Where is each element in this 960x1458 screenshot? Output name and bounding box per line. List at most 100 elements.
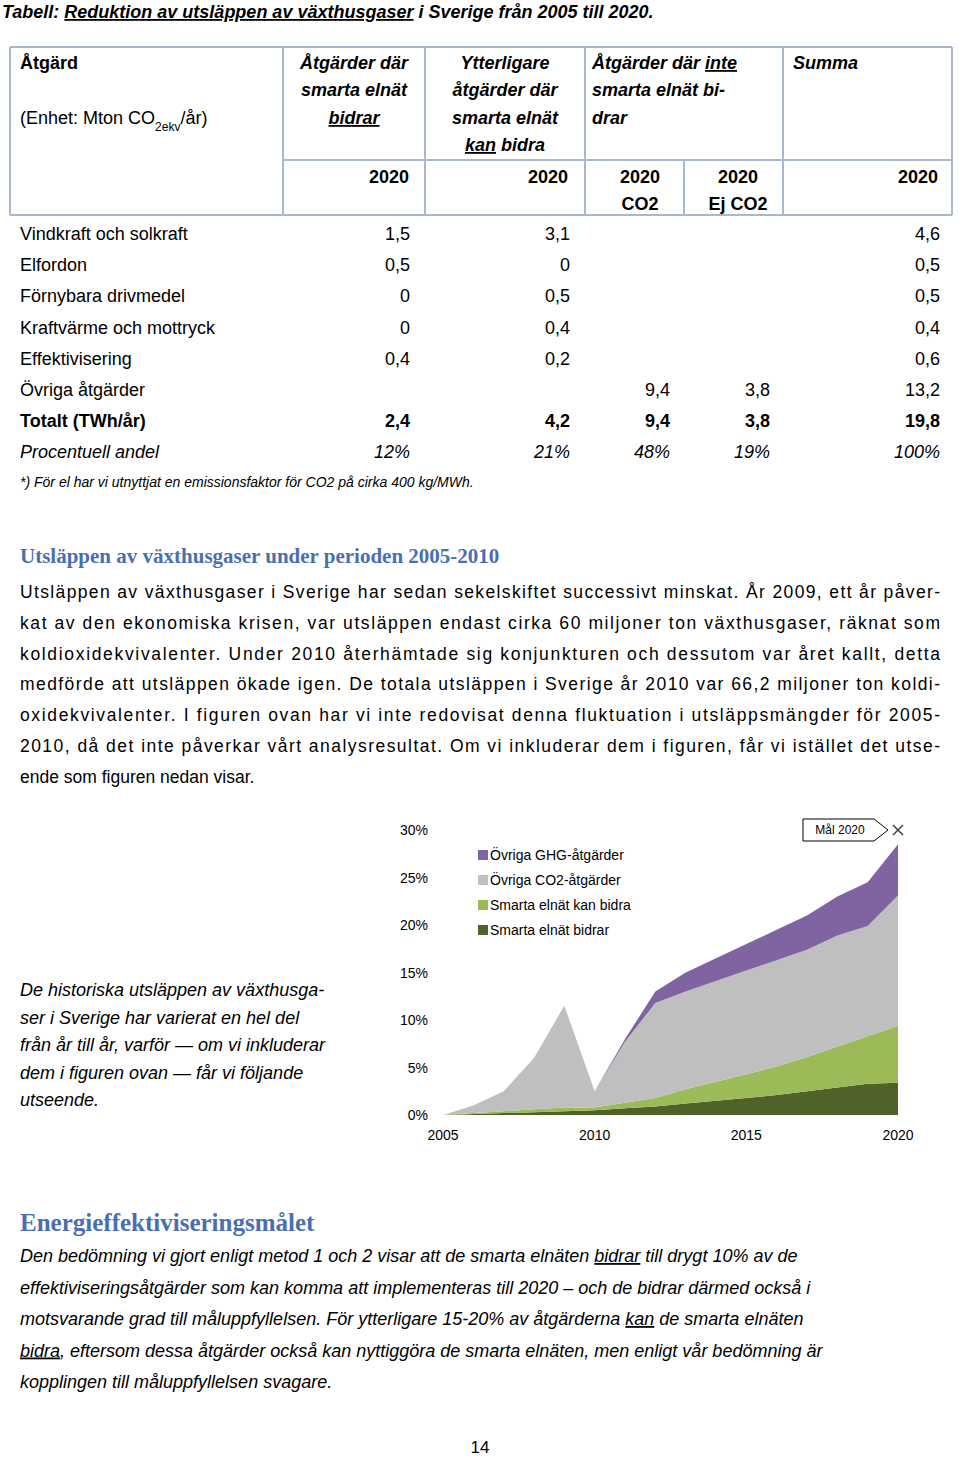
subheader-cell: 2020 [718, 167, 758, 187]
header-cell-line: Åtgärder där inte [591, 53, 737, 73]
target: Mål 2020 [803, 819, 903, 841]
table-border [584, 47, 586, 215]
x-tick-label: 2020 [882, 1127, 913, 1143]
x-tick-label: 2005 [427, 1127, 458, 1143]
row-label: Övriga åtgärder [20, 380, 145, 400]
text-segment: bidra [496, 135, 545, 155]
table: Åtgärd (Enhet: Mton CO2ekv/år) Åtgärder dä… [10, 47, 952, 490]
text-segment: bidrar [328, 108, 380, 128]
target-marker [893, 825, 903, 835]
row-label: Vindkraft och solkraft [20, 224, 188, 244]
table-cell: 0,2 [545, 349, 570, 369]
table-cell: 9,4 [645, 411, 670, 431]
table-cell: 0 [400, 286, 410, 306]
table-border [10, 46, 952, 48]
legend: Övriga GHG-åtgärderÖvriga CO2-åtgärderSm… [478, 846, 631, 938]
header-cell-line: Summa [793, 53, 858, 73]
text-segment: inte [705, 53, 737, 73]
caption-line: från år till år, varför — om vi inkluder… [20, 1035, 326, 1055]
table-cell: 0 [560, 255, 570, 275]
table-cell: 3,8 [745, 411, 770, 431]
table-cell: 9,4 [645, 380, 670, 400]
text-segment: i Sverige från 2005 till 2020. [413, 2, 653, 22]
title: Tabell: Reduktion av utsläppen av växthu… [2, 2, 654, 22]
header-cell-line: smarta elnät bi- [592, 80, 725, 100]
paragraph-line: Utsläppen av växthusgaser i Sverige har … [20, 582, 940, 602]
table-cell: 19,8 [905, 411, 940, 431]
table-cell: 0,5 [915, 286, 940, 306]
target-label: Mål 2020 [815, 823, 865, 837]
text-segment: smarta elnät bi- [592, 80, 725, 100]
caption-line: utseende. [20, 1090, 99, 1110]
row-label: Kraftvärme och mottryck [20, 318, 216, 338]
legend-swatch [478, 900, 488, 910]
page: Tabell: Reduktion av utsläppen av växthu… [0, 0, 960, 1458]
table-cell: 100% [894, 442, 940, 462]
table-border [282, 47, 284, 215]
text-segment: effektiviseringsåtgärder som kan komma a… [20, 1278, 811, 1298]
subheader-cell: Ej CO2 [708, 194, 767, 214]
text-segment: Åtgärder där [591, 53, 705, 73]
x-tick-label: 2015 [731, 1127, 762, 1143]
table-cell: 4,2 [545, 411, 570, 431]
table-border [782, 47, 784, 215]
row-label: Totalt (TWh/år) [20, 411, 146, 431]
subheader-cell: 2020 [620, 167, 660, 187]
row-label: Förnybara drivmedel [20, 286, 185, 306]
text-segment: till drygt 10% av de [640, 1246, 797, 1266]
y-tick-label: 10% [400, 1012, 428, 1028]
row-label: Effektivisering [20, 349, 132, 369]
table-cell: 0,4 [915, 318, 940, 338]
table-cell: 21% [533, 442, 570, 462]
text-segment: Ytterligare [460, 53, 549, 73]
paragraph-line: kopplingen till måluppfyllelsen svagare. [20, 1372, 332, 1392]
text-segment: kan [465, 135, 496, 155]
paragraph-line: bidra, eftersom dessa åtgärder också kan… [20, 1341, 823, 1361]
text-segment: /år) [180, 108, 207, 128]
text-segment: Summa [793, 53, 858, 73]
table-cell: 4,6 [915, 224, 940, 244]
paragraph-line: 2010, då det inte påverkar vårt analysre… [20, 736, 940, 756]
y-tick-label: 0% [408, 1107, 428, 1123]
x-tick-label: 2010 [579, 1127, 610, 1143]
table-cell: 19% [734, 442, 770, 462]
legend-swatch [478, 850, 488, 860]
table-border [10, 214, 952, 216]
table-cell: 0,5 [915, 255, 940, 275]
table-cell: 48% [634, 442, 670, 462]
areas [443, 844, 898, 1115]
paragraph-line: koldioxidekvivalenter. Under 2010 återhä… [20, 644, 940, 664]
text-segment: drar [592, 108, 628, 128]
subheader-cell: CO2 [621, 194, 658, 214]
heading: Utsläppen av växthusgaser under perioden… [20, 544, 499, 568]
header-cell-line: (Enhet: Mton CO2ekv/år) [20, 108, 207, 134]
table-cell: 1,5 [385, 224, 410, 244]
subheader-cell: 2020 [528, 167, 568, 187]
text-segment: Åtgärd [20, 53, 78, 73]
area [443, 844, 898, 1115]
paragraph-line: effektiviseringsåtgärder som kan komma a… [20, 1278, 811, 1298]
caption-line: ser i Sverige har varierat en hel del [20, 1008, 300, 1028]
chart: 0%5%10%15%20%25%30%2005201020152020Övrig… [400, 819, 914, 1143]
legend-label: Övriga GHG-åtgärder [490, 846, 624, 863]
target-callout [803, 819, 888, 841]
text-segment: kopplingen till måluppfyllelsen svagare. [20, 1372, 332, 1392]
y-tick-label: 15% [400, 965, 428, 981]
heading: Energieffektiviseringsmålet [20, 1209, 315, 1236]
text-segment: de smarta elnäten [654, 1309, 803, 1329]
text-segment: 2ekv [155, 120, 180, 134]
text-segment: bidra [20, 1341, 60, 1361]
text-segment: Reduktion av utsläppen av växthusgaser [64, 2, 414, 22]
table-cell: 0,5 [545, 286, 570, 306]
legend-swatch [478, 925, 488, 935]
header-cell-line: kan bidra [465, 135, 545, 155]
text-segment: Den bedömning vi gjort enligt metod 1 oc… [20, 1246, 594, 1266]
table-border [683, 160, 685, 215]
legend-label: Smarta elnät bidrar [490, 922, 609, 938]
subheader-cell: 2020 [898, 167, 938, 187]
header-cell-line: smarta elnät [452, 108, 559, 128]
page-background [0, 0, 960, 1458]
text-segment: åtgärder där [452, 80, 558, 100]
legend-swatch [478, 875, 488, 885]
header-cell-line: Åtgärd [20, 53, 78, 73]
